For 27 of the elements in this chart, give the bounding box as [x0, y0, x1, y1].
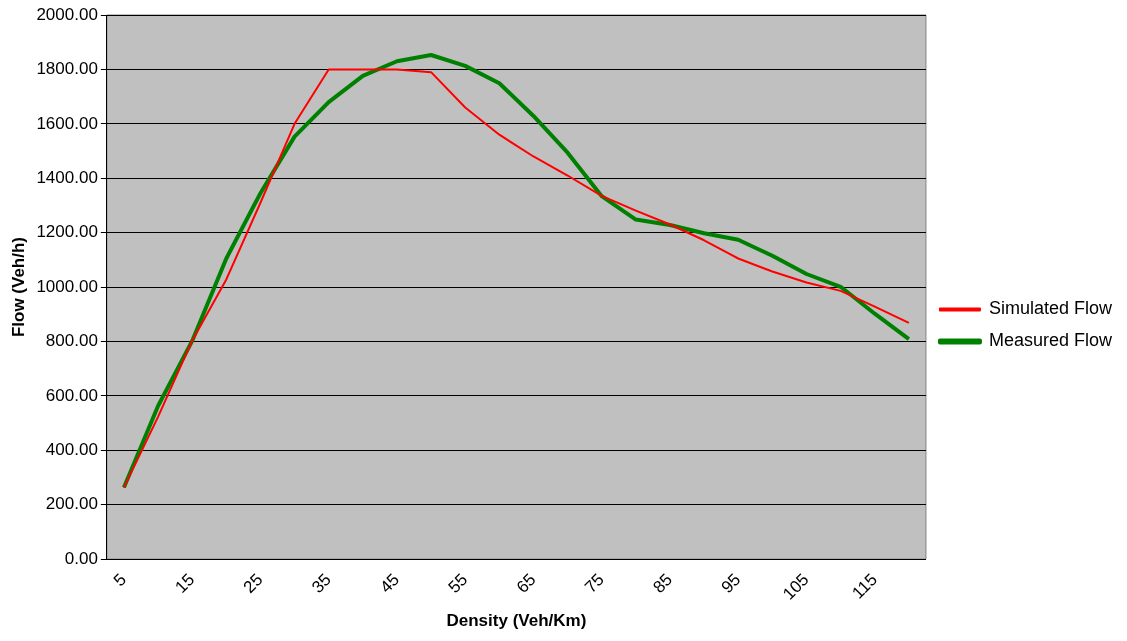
x-tick-label: 15 [171, 570, 199, 597]
x-tick-label: 25 [239, 570, 267, 597]
y-tick-label: 1400.00 [36, 167, 98, 187]
y-tick-label: 0.00 [64, 548, 98, 568]
x-tick-label: 45 [376, 570, 404, 597]
x-tick-label: 95 [717, 570, 745, 597]
x-axis-title: Density (Veh/Km) [446, 611, 587, 631]
y-tick-label: 1800.00 [36, 59, 98, 79]
y-tick-label: 1600.00 [36, 113, 98, 133]
x-tick-label: 85 [649, 570, 677, 597]
y-tick-label: 400.00 [45, 439, 98, 459]
x-tick-label: 75 [581, 570, 608, 597]
y-tick-label: 2000.00 [36, 4, 98, 24]
x-tick-label: 55 [444, 570, 472, 597]
y-axis-title: Flow (Veh/h) [8, 237, 28, 338]
legend-label: Simulated Flow [988, 298, 1113, 319]
x-tick-label: 65 [512, 570, 540, 597]
x-tick-label: 105 [779, 570, 813, 604]
y-tick-label: 600.00 [45, 385, 98, 405]
legend-label: Measured Flow [988, 330, 1113, 351]
y-tick-label: 800.00 [45, 331, 98, 351]
y-tick-label: 200.00 [45, 494, 98, 514]
y-tick-label: 1200.00 [36, 222, 98, 242]
y-tick-label: 1000.00 [36, 276, 98, 296]
x-tick-label: 35 [308, 570, 335, 597]
x-tick-label: 5 [109, 570, 131, 591]
x-tick-label: 115 [848, 570, 881, 603]
